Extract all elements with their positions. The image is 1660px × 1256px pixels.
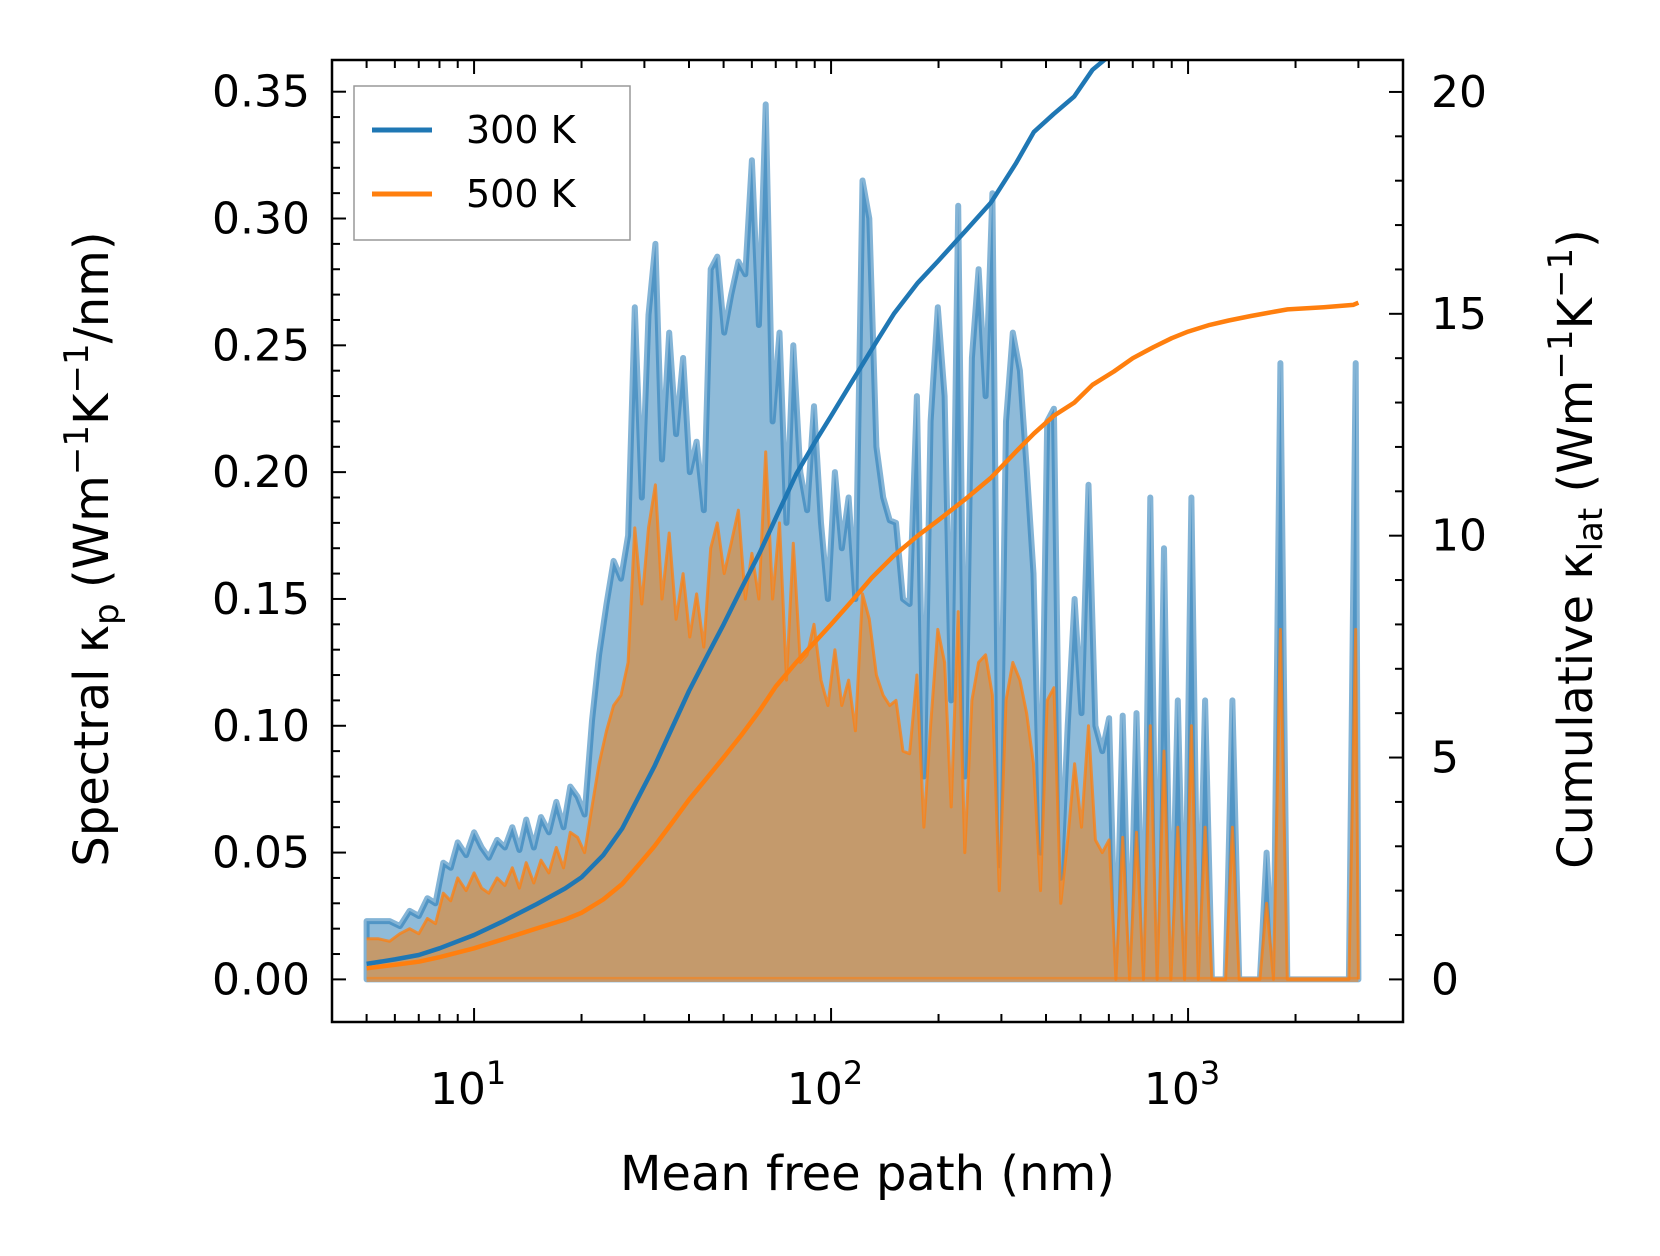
legend-box	[353, 85, 631, 241]
axes-frame	[330, 58, 1405, 1024]
x-tick-label-exponent: 3	[1200, 1054, 1220, 1092]
x-axis-title: Mean free path (nm)	[620, 1146, 1115, 1202]
y-right-axis-title-group: Cumulative κlat (Wm−1K−1)	[1541, 229, 1611, 869]
y-right-tick-label: 5	[1431, 733, 1459, 784]
y-left-tick-label: 0.00	[212, 954, 310, 1005]
y-left-axis-title-group: Spectral κp (Wm−1K−1/nm)	[57, 231, 127, 866]
y-right-axis-title-unit-mid: K	[1548, 296, 1604, 329]
y-left-axis-title-sub: p	[87, 603, 127, 625]
y-right-tick-label: 10	[1431, 511, 1487, 562]
y-right-axis-title-sup1: −1	[1541, 329, 1581, 379]
x-tick-label-base: 10	[787, 1064, 843, 1115]
y-right-axis-title-unit-pre: (Wm	[1548, 380, 1604, 508]
x-tick-label-exponent: 2	[843, 1054, 863, 1092]
y-left-axis-title-main: Spectral κ	[64, 625, 120, 867]
spectral-500k-area	[366, 451, 1359, 980]
spectral-500k-edge	[366, 450, 1360, 981]
y-left-tick-label: 0.20	[212, 447, 310, 498]
x-tick-label-exponent: 1	[486, 1054, 506, 1092]
axis-labels: 101 102 1030.000.050.100.150.200.250.300.3…	[57, 67, 1611, 1202]
legend-label-300k: 300 K	[466, 108, 577, 152]
y-right-tick-label: 15	[1431, 289, 1487, 340]
y-right-tick-label: 0	[1431, 954, 1459, 1005]
y-right-axis-title-sub: lat	[1571, 508, 1611, 552]
y-left-tick-label: 0.15	[212, 574, 310, 625]
x-tick-label: 102	[787, 1054, 863, 1115]
plot-area	[363, 60, 1362, 983]
x-tick-label-base: 10	[430, 1064, 486, 1115]
y-right-axis-title-sup2: −1	[1541, 248, 1581, 298]
y-left-tick-label: 0.30	[212, 194, 310, 245]
y-left-tick-label: 0.10	[212, 701, 310, 752]
x-tick-label: 101	[430, 1054, 506, 1115]
y-left-axis-title-sup2: −1	[57, 343, 97, 393]
legend: 300 K 500 K	[353, 85, 631, 241]
y-right-axis-title: Cumulative κlat (Wm−1K−1)	[1541, 229, 1611, 869]
x-tick-label-base: 10	[1144, 1064, 1200, 1115]
y-left-tick-label: 0.35	[212, 67, 310, 118]
y-left-axis-title-sup1: −1	[57, 425, 97, 475]
axes	[330, 58, 1405, 1024]
y-left-axis-title-unit-mid: K	[64, 392, 120, 425]
cumulative-500k-line	[366, 300, 1360, 971]
axis-ticks	[331, 60, 1404, 1022]
y-left-axis-title-unit-pre: (Wm	[64, 475, 120, 603]
y-left-tick-label: 0.05	[212, 828, 310, 879]
cumulative-300k-line	[366, 60, 1108, 967]
y-right-axis-title-unit-post: )	[1548, 229, 1604, 248]
y-left-tick-label: 0.25	[212, 320, 310, 371]
y-right-axis-title-main: Cumulative κ	[1548, 551, 1604, 869]
y-right-tick-label: 20	[1431, 67, 1487, 118]
y-left-axis-title-unit-post: /nm)	[64, 231, 120, 343]
x-tick-label: 103	[1144, 1054, 1220, 1115]
y-left-axis-title: Spectral κp (Wm−1K−1/nm)	[57, 231, 127, 866]
legend-label-500k: 500 K	[466, 172, 577, 216]
